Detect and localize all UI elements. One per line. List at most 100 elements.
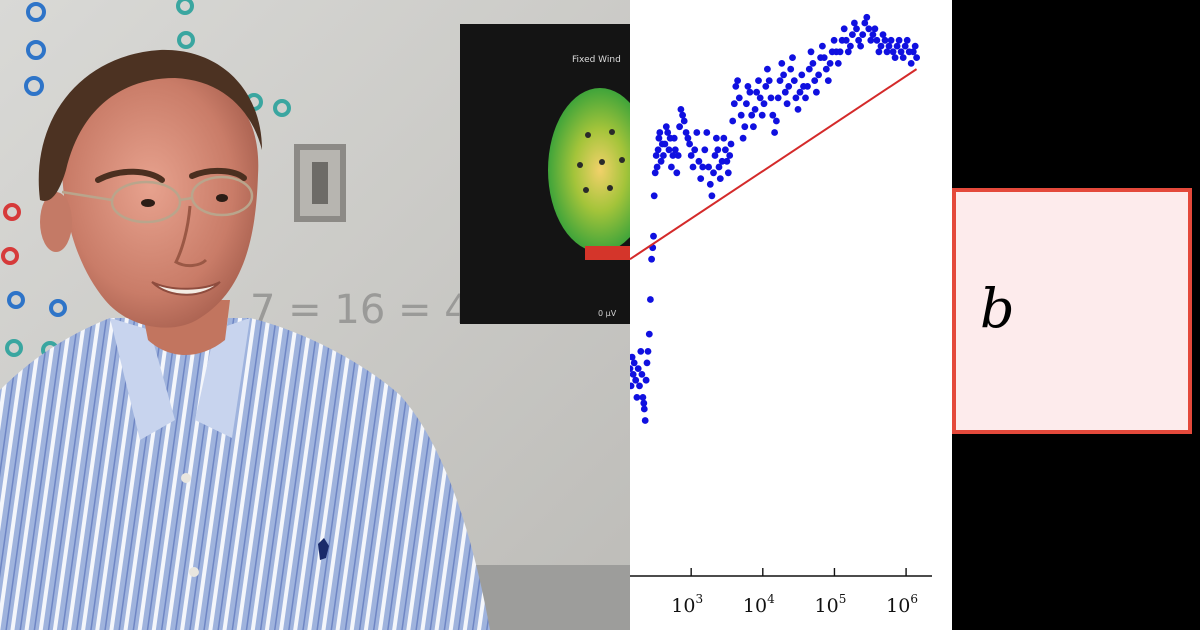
data-point	[760, 100, 768, 108]
data-point	[664, 129, 672, 136]
data-point	[726, 152, 734, 159]
poster-caption: 0 μV	[598, 309, 617, 318]
data-point	[897, 48, 905, 56]
data-point	[656, 129, 664, 136]
data-point	[661, 140, 669, 148]
data-point	[703, 129, 711, 136]
data-point	[773, 117, 780, 125]
box-label: b	[980, 276, 1015, 340]
data-point	[722, 146, 729, 154]
data-point	[653, 163, 661, 171]
data-point	[638, 371, 646, 378]
data-point	[711, 152, 719, 159]
data-point	[684, 134, 692, 142]
scatter-plot-panel: 103 104 105 106	[630, 0, 952, 630]
data-point	[652, 152, 660, 159]
data-point	[691, 146, 699, 154]
data-point	[755, 77, 762, 84]
data-point	[758, 111, 766, 119]
data-point	[913, 54, 920, 61]
data-point	[676, 123, 683, 131]
data-point	[716, 175, 724, 183]
data-point	[634, 365, 642, 372]
speaker-photo-illustration: 7 = 16 = 4 × 4 Fixed Wind 0 μV	[0, 0, 630, 630]
data-point	[732, 83, 740, 90]
eeg-poster: Fixed Wind 0 μV	[460, 24, 630, 324]
data-point	[687, 152, 695, 159]
data-point	[682, 129, 690, 136]
data-point	[863, 13, 871, 21]
data-point	[819, 42, 826, 50]
data-point	[641, 417, 649, 424]
data-point	[743, 100, 750, 108]
eyes	[141, 194, 228, 207]
eyebrow-left	[95, 168, 165, 183]
data-point	[861, 19, 869, 27]
data-point	[645, 330, 653, 338]
data-point	[849, 31, 856, 38]
data-point	[813, 88, 820, 96]
data-point	[723, 157, 731, 165]
glasses	[61, 175, 254, 224]
data-point	[809, 60, 817, 67]
data-point	[708, 192, 716, 200]
data-point	[798, 71, 806, 79]
data-point	[815, 71, 822, 79]
poster-title: Fixed Wind	[572, 55, 621, 65]
data-point	[724, 169, 732, 177]
wall-baseboard	[470, 565, 630, 630]
data-point	[794, 106, 802, 113]
face	[61, 72, 259, 328]
data-point	[909, 48, 917, 56]
data-point	[871, 25, 879, 33]
data-point	[689, 163, 697, 171]
data-point	[822, 65, 830, 73]
data-point	[639, 394, 647, 401]
data-point	[671, 146, 679, 154]
data-point	[783, 100, 791, 108]
data-point	[879, 31, 887, 38]
data-point	[790, 77, 798, 84]
data-point	[857, 42, 864, 50]
data-point	[865, 25, 873, 33]
data-point	[891, 54, 899, 61]
x-tick-label: 103	[671, 592, 703, 617]
data-point	[875, 48, 883, 56]
data-point	[844, 48, 852, 56]
data-point	[765, 77, 773, 84]
data-point	[901, 42, 909, 50]
data-point	[729, 117, 737, 125]
data-point	[632, 376, 640, 384]
data-point	[802, 94, 809, 102]
hair	[38, 49, 262, 201]
data-point	[660, 152, 667, 159]
data-point	[714, 146, 722, 154]
data-point	[851, 19, 858, 27]
data-point	[778, 60, 786, 67]
data-point	[893, 42, 901, 50]
x-tick-label: 104	[743, 592, 775, 617]
data-point	[748, 111, 756, 119]
data-point	[789, 54, 796, 61]
data-point	[820, 54, 828, 61]
ear	[40, 192, 72, 252]
data-point	[713, 134, 720, 142]
smile	[151, 281, 221, 296]
data-point	[859, 31, 867, 38]
data-point	[630, 353, 636, 361]
data-point	[654, 146, 662, 154]
data-point	[807, 48, 815, 56]
data-point	[776, 77, 784, 84]
data-point	[630, 365, 634, 372]
data-point	[670, 134, 678, 142]
data-point	[780, 71, 787, 79]
data-point	[665, 146, 673, 154]
data-point	[883, 48, 891, 56]
data-point	[630, 371, 637, 378]
data-point	[887, 36, 895, 44]
data-point	[695, 157, 703, 165]
data-point	[650, 192, 658, 200]
data-point	[730, 100, 738, 108]
data-point	[911, 42, 919, 50]
data-point	[650, 232, 657, 240]
